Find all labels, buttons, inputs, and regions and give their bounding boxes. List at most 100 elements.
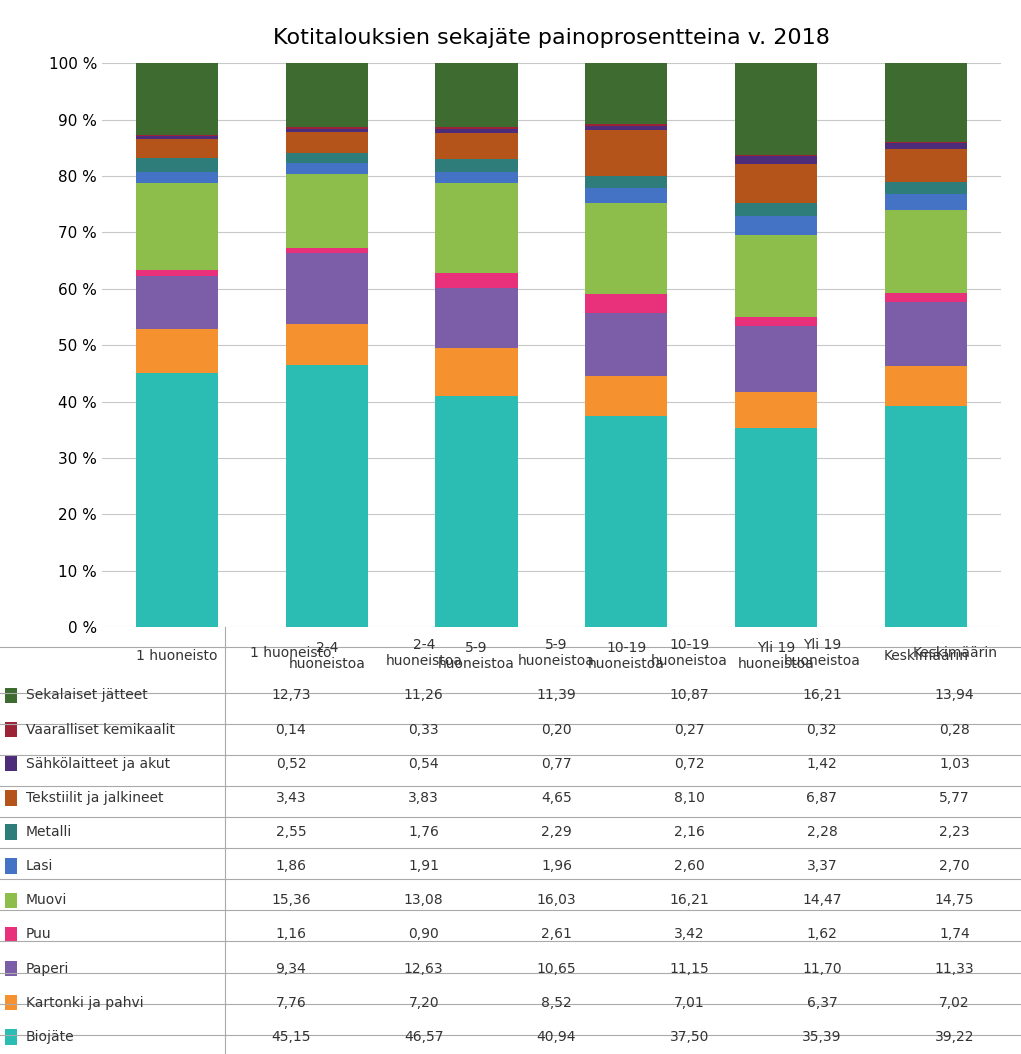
Text: 2,29: 2,29	[541, 825, 572, 839]
Text: Vaaralliset kemikaalit: Vaaralliset kemikaalit	[26, 723, 175, 737]
Text: 11,15: 11,15	[670, 961, 709, 976]
Text: 6,87: 6,87	[807, 790, 837, 805]
Text: 45,15: 45,15	[272, 1030, 310, 1043]
Text: 2,70: 2,70	[939, 859, 970, 873]
Bar	[884, 63, 967, 142]
Bar	[435, 288, 518, 348]
Bar	[585, 176, 668, 188]
Text: 0,20: 0,20	[541, 723, 572, 737]
Text: 1,96: 1,96	[541, 859, 572, 873]
Bar	[735, 392, 817, 428]
Text: 2,16: 2,16	[674, 825, 704, 839]
Bar	[735, 164, 817, 203]
Bar	[5, 790, 17, 805]
Bar	[585, 202, 668, 294]
Bar	[884, 210, 967, 293]
Text: 10-19
huoneistoa: 10-19 huoneistoa	[650, 638, 728, 668]
Text: 35,39: 35,39	[803, 1030, 841, 1043]
Text: 1,03: 1,03	[939, 757, 970, 770]
Text: 11,26: 11,26	[404, 688, 443, 702]
Bar	[286, 365, 368, 627]
Bar	[5, 893, 17, 907]
Bar	[136, 183, 218, 270]
Bar	[435, 396, 518, 627]
Bar	[435, 183, 518, 273]
Text: 37,50: 37,50	[670, 1030, 709, 1043]
Text: 2,61: 2,61	[541, 928, 572, 941]
Bar	[286, 174, 368, 248]
Text: Sähkölaitteet ja akut: Sähkölaitteet ja akut	[26, 757, 169, 770]
Bar	[735, 63, 817, 155]
Text: 0,52: 0,52	[276, 757, 306, 770]
Bar	[286, 248, 368, 253]
Text: 0,14: 0,14	[276, 723, 306, 737]
Text: Biojäte: Biojäte	[26, 1030, 75, 1043]
Text: 5-9
huoneistoa: 5-9 huoneistoa	[518, 638, 595, 668]
Bar	[286, 129, 368, 132]
Text: 0,32: 0,32	[807, 723, 837, 737]
Bar	[5, 756, 17, 772]
Text: 15,36: 15,36	[272, 894, 310, 907]
Bar	[286, 153, 368, 163]
Text: 5-9
huoneistoa: 5-9 huoneistoa	[438, 641, 515, 671]
Bar	[884, 293, 967, 302]
Bar	[735, 326, 817, 392]
Bar	[136, 372, 218, 627]
Text: 2-4
huoneistoa: 2-4 huoneistoa	[288, 641, 366, 671]
Bar	[435, 273, 518, 288]
Text: 12,63: 12,63	[404, 961, 443, 976]
Bar	[136, 270, 218, 276]
Bar	[136, 139, 218, 158]
Bar	[435, 172, 518, 183]
Bar	[884, 150, 967, 181]
Bar	[5, 961, 17, 976]
Text: 3,43: 3,43	[276, 790, 306, 805]
Bar	[735, 235, 817, 316]
Text: 9,34: 9,34	[276, 961, 306, 976]
Text: 0,33: 0,33	[408, 723, 439, 737]
Bar	[5, 995, 17, 1011]
Bar	[435, 133, 518, 159]
Text: 12,73: 12,73	[272, 688, 310, 702]
Bar	[735, 216, 817, 235]
Text: 13,94: 13,94	[935, 688, 974, 702]
Text: 2-4
huoneistoa: 2-4 huoneistoa	[385, 638, 463, 668]
Bar	[735, 316, 817, 326]
Text: 1,16: 1,16	[276, 928, 306, 941]
Text: 10-19
huoneistoa: 10-19 huoneistoa	[588, 641, 665, 671]
Bar	[735, 156, 817, 164]
Text: Metalli: Metalli	[26, 825, 71, 839]
Bar	[435, 63, 518, 128]
Text: 7,76: 7,76	[276, 996, 306, 1010]
Text: 16,21: 16,21	[803, 688, 841, 702]
Bar	[735, 203, 817, 216]
Bar	[585, 126, 668, 130]
Bar	[435, 128, 518, 129]
Text: 2,55: 2,55	[276, 825, 306, 839]
Bar	[884, 302, 967, 367]
Text: 16,03: 16,03	[537, 894, 576, 907]
Bar	[136, 136, 218, 139]
Text: 1,76: 1,76	[408, 825, 439, 839]
Text: Tekstiilit ja jalkineet: Tekstiilit ja jalkineet	[26, 790, 163, 805]
Text: 5,77: 5,77	[939, 790, 970, 805]
Text: 10,65: 10,65	[537, 961, 576, 976]
Text: 7,20: 7,20	[408, 996, 439, 1010]
Text: 0,90: 0,90	[408, 928, 439, 941]
Bar	[136, 173, 218, 183]
Text: Yli 19
huoneistoa: Yli 19 huoneistoa	[737, 641, 815, 671]
Bar	[5, 824, 17, 840]
Bar	[136, 158, 218, 173]
Bar	[435, 159, 518, 172]
Text: 7,01: 7,01	[674, 996, 704, 1010]
Bar	[286, 132, 368, 153]
Text: 2,28: 2,28	[807, 825, 837, 839]
Text: 2,23: 2,23	[939, 825, 970, 839]
Text: 0,77: 0,77	[541, 757, 572, 770]
Text: 13,08: 13,08	[404, 894, 443, 907]
Text: 46,57: 46,57	[404, 1030, 443, 1043]
Bar	[5, 688, 17, 703]
Bar	[735, 428, 817, 627]
Text: 4,65: 4,65	[541, 790, 572, 805]
Text: 1,62: 1,62	[807, 928, 837, 941]
